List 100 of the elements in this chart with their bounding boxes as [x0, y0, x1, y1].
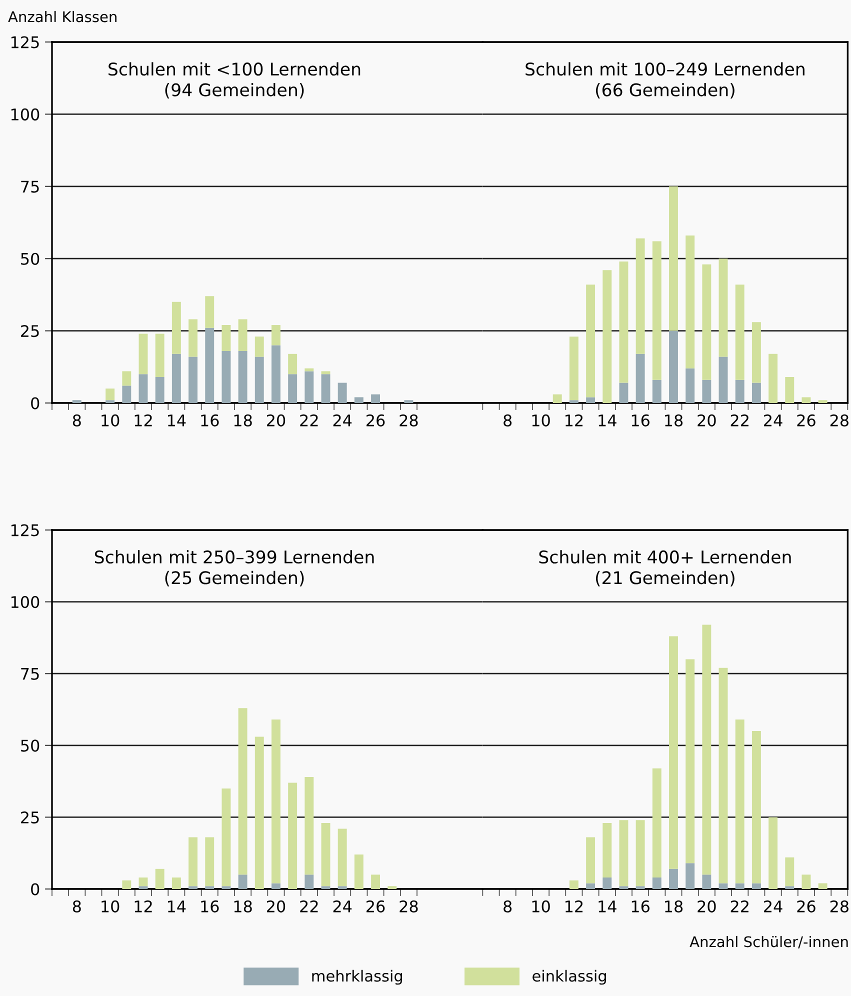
- text: Schulen mit 400+ Lernenden (21 Gemeinden): [539, 550, 791, 586]
- bar: [702, 624, 712, 875]
- bar: [718, 883, 728, 889]
- bar: [172, 302, 181, 354]
- x-tick-label: 26: [797, 414, 816, 426]
- y-tick-label: 125: [11, 36, 39, 48]
- bar: [619, 820, 628, 886]
- x-tick-label: 8: [72, 414, 81, 426]
- bar: [138, 374, 148, 403]
- bar: [222, 325, 231, 352]
- x-tick-label: 14: [598, 900, 616, 912]
- y-tick-label: 0: [31, 397, 40, 410]
- y-tick-label: 0: [31, 883, 40, 896]
- bar: [188, 886, 198, 889]
- bar: [321, 371, 330, 374]
- x-tick-label: 18: [665, 414, 683, 426]
- bar: [272, 883, 280, 889]
- bar: [669, 636, 678, 869]
- x-tick-label: 8: [72, 900, 81, 912]
- x-tick-label: 22: [730, 900, 748, 912]
- text: Schulen mit 100–249 Lernenden (66 Gemeinden): [526, 62, 804, 98]
- y-tick-label: 100: [11, 596, 40, 608]
- bar: [188, 319, 198, 357]
- bar: [735, 883, 744, 889]
- bar: [338, 886, 347, 889]
- bar: [669, 330, 678, 403]
- x-tick-label: 20: [266, 414, 286, 426]
- x-tick-label: 28: [830, 900, 848, 912]
- bar: [686, 659, 695, 864]
- bar: [122, 880, 132, 889]
- bar: [735, 380, 744, 403]
- y-axis-title: Anzahl Klassen: [8, 10, 116, 22]
- bar: [172, 878, 181, 889]
- x-tick-label: 8: [504, 900, 512, 912]
- bar: [238, 351, 248, 403]
- bar: [636, 886, 645, 889]
- bar: [652, 768, 662, 878]
- bar: [238, 874, 248, 889]
- x-tick-label: 20: [266, 900, 286, 912]
- bar: [304, 874, 314, 889]
- bar: [619, 382, 628, 403]
- bar: [188, 837, 198, 886]
- bar: [72, 400, 82, 403]
- text: Schulen mit 250–399 Lernenden (25 Gemeinden): [94, 550, 374, 586]
- x-tick-label: 24: [764, 414, 782, 426]
- bar: [404, 400, 414, 403]
- x-tick-label: 18: [665, 900, 683, 912]
- x-tick-label: 26: [366, 414, 385, 426]
- x-tick-label: 12: [134, 900, 152, 912]
- bar: [636, 238, 645, 354]
- bar: [752, 731, 761, 884]
- bar: [172, 354, 181, 403]
- x-tick-label: 28: [400, 900, 418, 912]
- bar: [602, 878, 612, 889]
- x-tick-label: 14: [168, 414, 186, 426]
- bar: [205, 886, 214, 889]
- bar: [619, 886, 628, 889]
- x-tick-label: 16: [632, 900, 650, 912]
- x-tick-label: 16: [201, 414, 219, 426]
- bar: [602, 270, 612, 403]
- bar: [818, 400, 828, 403]
- bar: [272, 720, 280, 884]
- y-tick-label: 25: [21, 325, 39, 338]
- bar: [106, 400, 115, 403]
- legend-label: einklassig: [532, 970, 606, 985]
- bar: [272, 345, 280, 403]
- bar: [602, 822, 612, 878]
- bar: [354, 397, 364, 403]
- y-tick-label: 75: [21, 180, 39, 193]
- bar: [371, 394, 380, 403]
- bar: [338, 828, 347, 886]
- bar: [254, 356, 264, 403]
- bar: [106, 388, 115, 400]
- x-tick-label: 26: [797, 900, 816, 912]
- bar: [586, 883, 596, 889]
- x-tick-label: 20: [698, 414, 716, 426]
- x-axis-title: Anzahl Schüler/-innen: [690, 936, 848, 948]
- x-tick-label: 10: [532, 414, 550, 426]
- x-tick-label: 22: [730, 414, 748, 426]
- bar: [768, 817, 778, 889]
- bar: [388, 886, 397, 889]
- x-tick-label: 12: [566, 414, 583, 426]
- bar: [702, 264, 712, 380]
- bar: [718, 356, 728, 403]
- bar: [619, 261, 628, 383]
- bar: [752, 322, 761, 383]
- bar: [586, 397, 596, 403]
- x-tick-label: 28: [830, 414, 848, 426]
- x-tick-label: 22: [300, 414, 318, 426]
- x-tick-label: 14: [168, 900, 186, 912]
- y-tick-label: 50: [21, 252, 40, 265]
- y-tick-label: 100: [11, 108, 40, 120]
- x-tick-label: 10: [102, 900, 120, 912]
- x-tick-label: 12: [134, 414, 152, 426]
- x-tick-label: 18: [234, 414, 252, 426]
- bar: [669, 868, 678, 889]
- bar: [785, 857, 794, 886]
- bar: [122, 386, 132, 403]
- x-tick-label: 10: [532, 900, 550, 912]
- y-tick-label: 125: [11, 524, 39, 536]
